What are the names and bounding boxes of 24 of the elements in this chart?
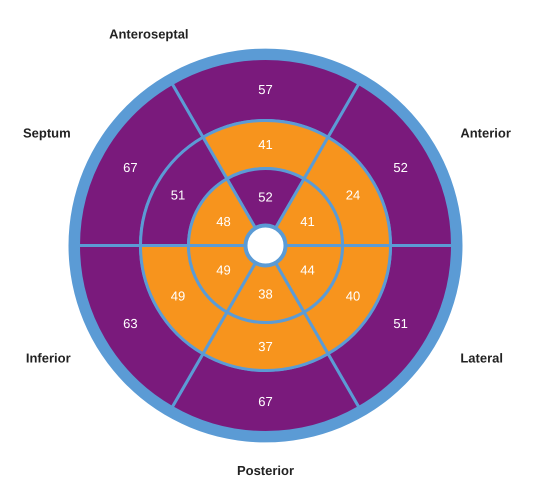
data-label: 49 [216, 262, 231, 278]
data-label: 48 [216, 214, 231, 229]
data-label: 38 [258, 286, 273, 302]
data-label: 37 [258, 339, 273, 354]
data-label: 49 [170, 288, 186, 304]
category-label: Inferior [26, 350, 71, 366]
data-label: 24 [346, 188, 360, 202]
data-label: 44 [300, 262, 315, 278]
data-label: 67 [123, 160, 138, 175]
category-label: Anterior [460, 126, 511, 140]
data-label: 41 [258, 137, 273, 152]
category-label: Posterior [236, 463, 294, 478]
data-label: 52 [393, 160, 408, 175]
data-label: 51 [170, 188, 186, 202]
category-label: Anteroseptal [109, 26, 189, 42]
category-label: Septum [22, 126, 71, 140]
data-label: 57 [258, 82, 273, 97]
data-label: 40 [346, 288, 360, 304]
data-label: 41 [300, 214, 315, 229]
category-label: Lateral [460, 350, 503, 366]
data-label: 67 [258, 394, 273, 409]
data-label: 63 [123, 316, 138, 331]
data-label: 52 [258, 190, 273, 204]
data-label: 51 [393, 316, 408, 331]
